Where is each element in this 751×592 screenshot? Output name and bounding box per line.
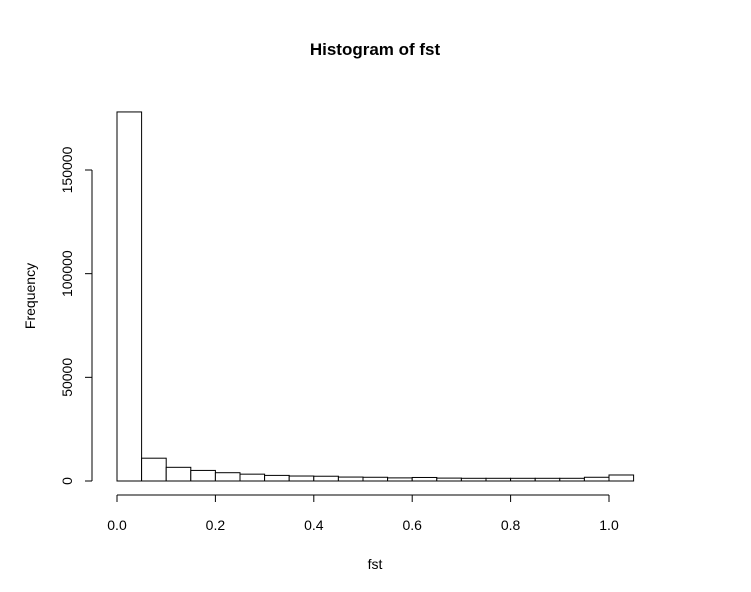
histogram-bar [387, 477, 413, 482]
histogram-bar [608, 474, 635, 482]
histogram-bar [559, 477, 585, 482]
y-tick-label: 0 [59, 477, 75, 485]
histogram-bar [411, 476, 438, 482]
x-axis-label: fst [368, 556, 383, 572]
bars-group [116, 111, 635, 482]
histogram-bar [510, 477, 536, 482]
x-axis: 0.0 0.2 0.4 0.6 0.8 1.0 [107, 494, 619, 533]
histogram-bar [214, 472, 241, 482]
histogram-bar [485, 477, 512, 482]
histogram-bar [362, 476, 389, 482]
histogram-bar [288, 475, 315, 482]
histogram-bar [116, 111, 143, 482]
y-axis: 0 50000 100000 150000 [59, 146, 93, 485]
y-axis-label: Frequency [22, 263, 38, 329]
histogram-bar [239, 473, 266, 482]
x-tick-label: 0.4 [304, 517, 324, 533]
histogram-bar [190, 469, 216, 482]
histogram-bar [534, 477, 561, 482]
histogram-bar [460, 477, 487, 482]
x-tick-label: 0.6 [402, 517, 422, 533]
x-tick-label: 0.0 [107, 517, 127, 533]
histogram-bar [165, 466, 192, 482]
chart-title: Histogram of fst [310, 40, 441, 59]
histogram-bar [141, 457, 167, 482]
x-tick-label: 0.2 [206, 517, 226, 533]
x-tick-label: 0.8 [501, 517, 521, 533]
y-tick-label: 100000 [59, 250, 75, 297]
x-tick-label: 1.0 [599, 517, 619, 533]
histogram-bar [583, 476, 610, 482]
histogram-bar [313, 475, 339, 482]
histogram-bar [264, 474, 290, 482]
histogram-bar [337, 476, 364, 482]
y-tick-label: 150000 [59, 146, 75, 193]
y-tick-label: 50000 [59, 358, 75, 397]
histogram-bar [436, 477, 462, 482]
